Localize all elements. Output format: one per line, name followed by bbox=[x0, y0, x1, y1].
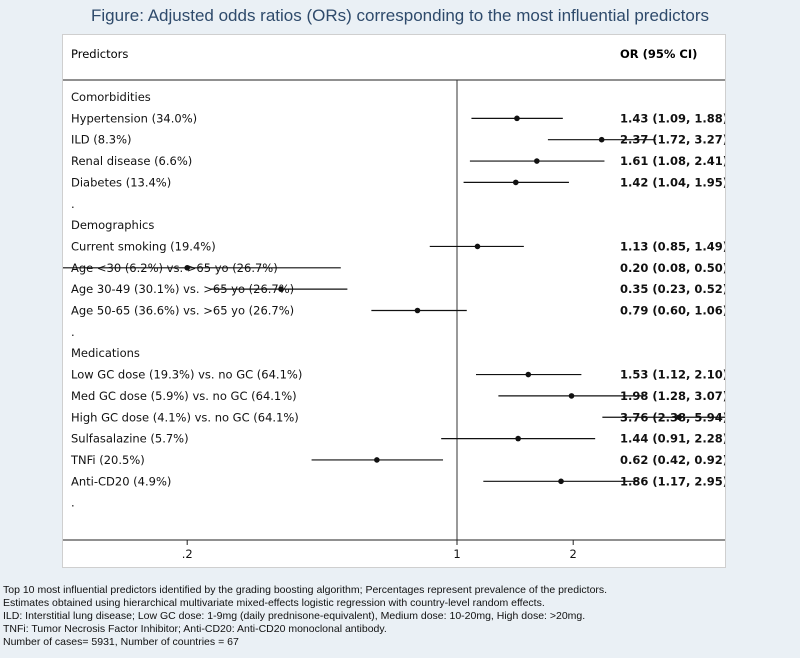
point-estimate bbox=[568, 393, 575, 399]
predictor-label: Age 50-65 (36.6%) vs. >65 yo (26.7%) bbox=[71, 304, 294, 318]
predictor-label: Diabetes (13.4%) bbox=[71, 175, 171, 189]
rows-layer: Comorbidities Hypertension (34.0%) 1.43 (1… bbox=[63, 80, 725, 540]
group-label: Medications bbox=[71, 346, 140, 360]
or-ci-header: OR (95% CI) bbox=[620, 47, 697, 61]
or-ci-value: 0.20 (0.08, 0.50) bbox=[620, 261, 725, 275]
footnote-line: TNFi: Tumor Necrosis Factor Inhibitor; A… bbox=[3, 623, 387, 635]
predictor-label: TNFi (20.5%) bbox=[70, 453, 145, 467]
point-estimate bbox=[474, 243, 481, 250]
point-estimate bbox=[515, 435, 521, 442]
predictor-label: Anti-CD20 (4.9%) bbox=[71, 474, 171, 488]
or-ci-value: 0.79 (0.60, 1.06) bbox=[620, 304, 725, 318]
x-tick-label: 2 bbox=[570, 547, 577, 561]
figure-title: Figure: Adjusted odds ratios (ORs) corre… bbox=[91, 6, 709, 25]
predictor-label: Renal disease (6.6%) bbox=[71, 154, 192, 168]
footnote-line: ILD: Interstitial lung disease; Low GC d… bbox=[3, 610, 586, 622]
point-estimate bbox=[414, 307, 421, 314]
or-ci-value: 1.86 (1.17, 2.95) bbox=[620, 474, 725, 488]
footnote-line: Estimates obtained using hierarchical mu… bbox=[3, 597, 545, 609]
predictor-label: Low GC dose (19.3%) vs. no GC (64.1%) bbox=[71, 368, 302, 382]
point-estimate bbox=[512, 179, 519, 186]
point-estimate bbox=[534, 158, 540, 164]
x-axis: .2126 bbox=[63, 539, 725, 561]
spacer-dot: . bbox=[71, 325, 75, 339]
or-ci-value: 1.42 (1.04, 1.95) bbox=[620, 175, 725, 189]
or-ci-value: 0.62 (0.42, 0.92) bbox=[620, 453, 725, 467]
group-label: Comorbidities bbox=[71, 90, 151, 104]
or-ci-value: 1.13 (0.85, 1.49) bbox=[620, 239, 725, 253]
point-estimate bbox=[374, 457, 380, 463]
spacer-dot: . bbox=[71, 197, 75, 211]
predictor-label: Hypertension (34.0%) bbox=[71, 111, 197, 125]
predictor-label: Med GC dose (5.9%) vs. no GC (64.1%) bbox=[71, 389, 297, 403]
point-estimate bbox=[278, 286, 284, 292]
predictor-label: ILD (8.3%) bbox=[71, 133, 132, 147]
footnote-line: Top 10 most influential predictors ident… bbox=[3, 584, 608, 596]
or-ci-value: 1.44 (0.91, 2.28) bbox=[620, 432, 725, 446]
point-estimate bbox=[514, 115, 520, 122]
or-ci-value: 1.61 (1.08, 2.41) bbox=[620, 154, 725, 168]
group-label: Demographics bbox=[71, 218, 154, 232]
predictor-label: Age 30-49 (30.1%) vs. >65 yo (26.7%) bbox=[71, 282, 294, 296]
predictors-header: Predictors bbox=[71, 47, 128, 61]
point-estimate bbox=[676, 414, 682, 421]
point-estimate bbox=[525, 371, 532, 378]
or-ci-value: 1.43 (1.09, 1.88) bbox=[620, 111, 725, 125]
x-tick-label: .2 bbox=[182, 547, 193, 561]
spacer-dot: . bbox=[71, 496, 75, 510]
predictor-label: Current smoking (19.4%) bbox=[71, 239, 216, 253]
or-ci-value: 2.37 (1.72, 3.27) bbox=[620, 133, 725, 147]
point-estimate bbox=[558, 478, 564, 485]
forest-plot-panel: Predictors OR (95% CI) Comorbidities Hype… bbox=[62, 34, 726, 568]
point-estimate bbox=[184, 265, 190, 271]
or-ci-value: 1.98 (1.28, 3.07) bbox=[620, 389, 725, 403]
or-ci-value: 1.53 (1.12, 2.10) bbox=[620, 368, 725, 382]
x-tick-label: 1 bbox=[453, 547, 460, 561]
footnote-line: Number of cases= 5931, Number of countri… bbox=[3, 636, 239, 648]
or-ci-value: 0.35 (0.23, 0.52) bbox=[620, 282, 725, 296]
predictor-label: Sulfasalazine (5.7%) bbox=[71, 432, 189, 446]
predictor-label: High GC dose (4.1%) vs. no GC (64.1%) bbox=[71, 410, 299, 424]
forest-plot: Predictors OR (95% CI) Comorbidities Hype… bbox=[63, 47, 725, 561]
footnotes: Top 10 most influential predictors ident… bbox=[3, 584, 798, 649]
point-estimate bbox=[598, 136, 605, 143]
or-ci-value: 3.76 (2.38, 5.94) bbox=[620, 410, 725, 424]
